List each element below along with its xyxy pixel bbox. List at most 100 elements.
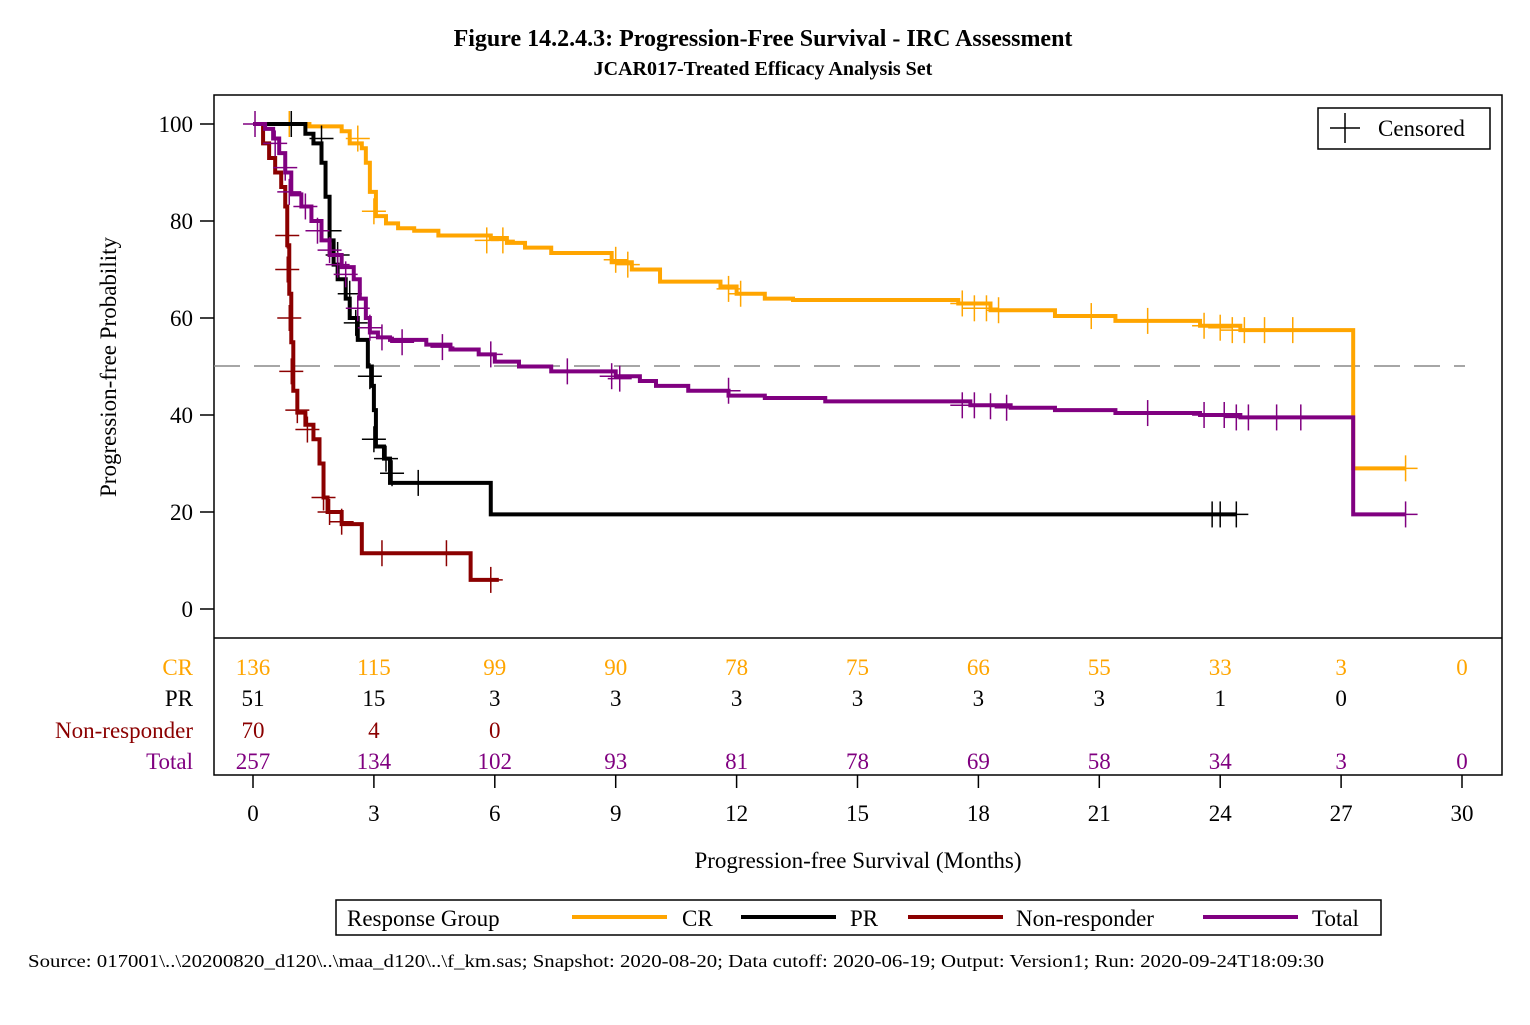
risk-count: 3 bbox=[610, 686, 622, 711]
censor-mark-total bbox=[478, 341, 503, 368]
censor-mark-total bbox=[1212, 402, 1237, 428]
censor-mark-pr bbox=[406, 469, 431, 496]
risk-count: 3 bbox=[852, 686, 864, 711]
legend-label: PR bbox=[850, 906, 879, 931]
censor-mark-cr bbox=[728, 280, 753, 307]
censor-mark-cr bbox=[1079, 303, 1104, 330]
censor-mark-total bbox=[357, 314, 382, 341]
risk-count: 3 bbox=[1094, 686, 1106, 711]
censor-mark-total bbox=[1135, 400, 1160, 427]
legend-item-pr: PR bbox=[741, 906, 879, 931]
censor-mark-total bbox=[243, 111, 268, 137]
censor-mark-cr bbox=[950, 290, 975, 317]
risk-count: 3 bbox=[1335, 655, 1347, 680]
source-footnote: Source: 017001\..\20200820_d120\..\maa_d… bbox=[28, 951, 1324, 971]
x-tick-label: 30 bbox=[1451, 801, 1474, 826]
censor-mark-total bbox=[390, 329, 415, 356]
risk-count: 0 bbox=[1456, 655, 1468, 680]
censor-mark-total bbox=[333, 261, 358, 288]
censor-mark-pr bbox=[361, 426, 386, 453]
censor-mark-total bbox=[345, 295, 370, 322]
censor-mark-cr bbox=[974, 295, 999, 322]
censor-mark-total bbox=[369, 324, 394, 351]
y-axis-label: Progression-free Probability bbox=[96, 237, 121, 497]
km-curve-pr bbox=[253, 122, 1237, 517]
censor-mark-total bbox=[273, 154, 298, 181]
censor-mark-cr bbox=[716, 275, 741, 302]
risk-count: 3 bbox=[731, 686, 743, 711]
censor-mark-cr bbox=[615, 251, 640, 278]
censor-mark-pr bbox=[373, 445, 398, 472]
risk-count: 115 bbox=[357, 655, 391, 680]
censor-mark-total bbox=[1192, 402, 1217, 428]
censor-mark-cr bbox=[490, 227, 515, 254]
censored-legend: Censored bbox=[1317, 107, 1491, 150]
censor-mark-pr bbox=[309, 125, 334, 152]
x-axis: 0 3 6 9 12 15 18 21 24 27 30 bbox=[247, 775, 1474, 826]
chart-title: Figure 14.2.4.3: Progression-Free Surviv… bbox=[454, 26, 1073, 52]
y-tick-label: 60 bbox=[170, 306, 193, 331]
y-axis: 0 20 40 60 80 100 bbox=[159, 112, 214, 622]
censor-mark-cr bbox=[1232, 317, 1257, 344]
censor-mark-non-responder bbox=[434, 540, 459, 567]
censor-mark-non-responder bbox=[317, 499, 342, 525]
legend-label: CR bbox=[682, 906, 713, 931]
risk-count: 58 bbox=[1088, 749, 1111, 774]
risk-count: 90 bbox=[604, 655, 627, 680]
censor-mark-non-responder bbox=[285, 397, 310, 424]
risk-count: 99 bbox=[483, 655, 506, 680]
risk-row-label: Total bbox=[146, 749, 193, 774]
y-tick-label: 20 bbox=[170, 500, 193, 525]
censor-mark-pr bbox=[337, 280, 362, 307]
censored-legend-label: Censored bbox=[1378, 116, 1465, 141]
censor-mark-total bbox=[430, 334, 455, 361]
survival-curves bbox=[243, 111, 1418, 593]
risk-count: 33 bbox=[1209, 655, 1232, 680]
censor-mark-total bbox=[1236, 404, 1261, 431]
legend-title: Response Group bbox=[347, 906, 500, 931]
risk-count: 0 bbox=[1456, 749, 1468, 774]
x-tick-label: 0 bbox=[247, 801, 259, 826]
x-tick-label: 21 bbox=[1088, 801, 1111, 826]
risk-count: 70 bbox=[242, 718, 265, 743]
x-tick-label: 9 bbox=[610, 801, 622, 826]
risk-count: 0 bbox=[1335, 686, 1347, 711]
risk-count: 15 bbox=[362, 686, 385, 711]
censor-mark-total bbox=[277, 178, 302, 205]
risk-count: 93 bbox=[604, 749, 627, 774]
censor-mark-pr bbox=[343, 309, 368, 336]
censor-mark-total bbox=[716, 377, 741, 404]
risk-count: 81 bbox=[725, 749, 748, 774]
censor-mark-cr bbox=[1208, 314, 1233, 341]
legend-label: Total bbox=[1312, 906, 1359, 931]
censor-mark-cr bbox=[1393, 455, 1418, 482]
y-tick-label: 40 bbox=[170, 403, 193, 428]
risk-count: 0 bbox=[489, 718, 501, 743]
x-tick-label: 18 bbox=[967, 801, 990, 826]
censor-mark-cr bbox=[1135, 307, 1160, 334]
censor-mark-total bbox=[1288, 404, 1313, 431]
risk-count: 1 bbox=[1214, 686, 1226, 711]
risk-count: 136 bbox=[236, 655, 271, 680]
censor-mark-non-responder bbox=[311, 484, 336, 511]
risk-row-label: CR bbox=[162, 655, 193, 680]
risk-count: 3 bbox=[973, 686, 985, 711]
risk-count: 75 bbox=[846, 655, 869, 680]
risk-count: 69 bbox=[967, 749, 990, 774]
risk-row-label: PR bbox=[165, 686, 194, 711]
censor-mark-total bbox=[962, 392, 987, 419]
legend-item-total: Total bbox=[1203, 906, 1359, 931]
censor-mark-total bbox=[607, 365, 632, 392]
censor-mark-pr bbox=[357, 363, 382, 390]
censor-mark-pr bbox=[1224, 501, 1249, 528]
censor-mark-cr bbox=[1192, 312, 1217, 339]
risk-count: 78 bbox=[846, 749, 869, 774]
censor-mark-non-responder bbox=[369, 540, 394, 567]
censor-mark-cr bbox=[361, 198, 386, 225]
y-tick-label: 80 bbox=[170, 209, 193, 234]
x-tick-label: 3 bbox=[368, 801, 380, 826]
censor-mark-cr bbox=[986, 297, 1011, 324]
censor-mark-non-responder bbox=[277, 305, 302, 331]
risk-count: 78 bbox=[725, 655, 748, 680]
